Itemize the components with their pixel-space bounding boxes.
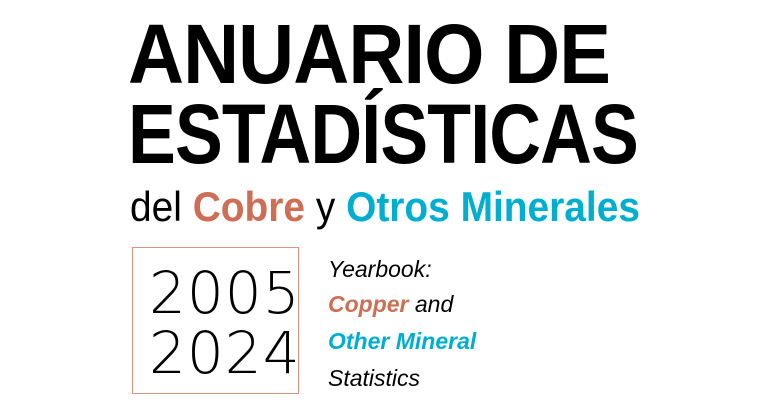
year-start: 2005 bbox=[149, 259, 301, 327]
subtitle: del Cobre y Otros Minerales bbox=[130, 184, 640, 230]
english-line-4: Statistics bbox=[328, 365, 421, 391]
english-and: and bbox=[414, 291, 454, 317]
english-line-1: Yearbook: bbox=[328, 256, 432, 282]
year-range-box: 2005 2024 bbox=[132, 247, 301, 394]
year-end: 2024 bbox=[149, 319, 301, 387]
title-line-2: ESTADÍSTICAS bbox=[128, 87, 639, 181]
english-copper: Copper bbox=[328, 291, 409, 317]
english-other-mineral: Other Mineral bbox=[328, 328, 477, 354]
english-line-2: Copper and bbox=[328, 291, 453, 317]
subtitle-other-minerals: Otros Minerales bbox=[346, 183, 640, 230]
subtitle-copper: Cobre bbox=[192, 183, 306, 230]
subtitle-connector: y bbox=[315, 183, 336, 230]
title-line-1: ANUARIO DE bbox=[128, 7, 611, 101]
english-line-3: Other Mineral bbox=[328, 328, 476, 354]
subtitle-prefix: del bbox=[130, 183, 182, 230]
